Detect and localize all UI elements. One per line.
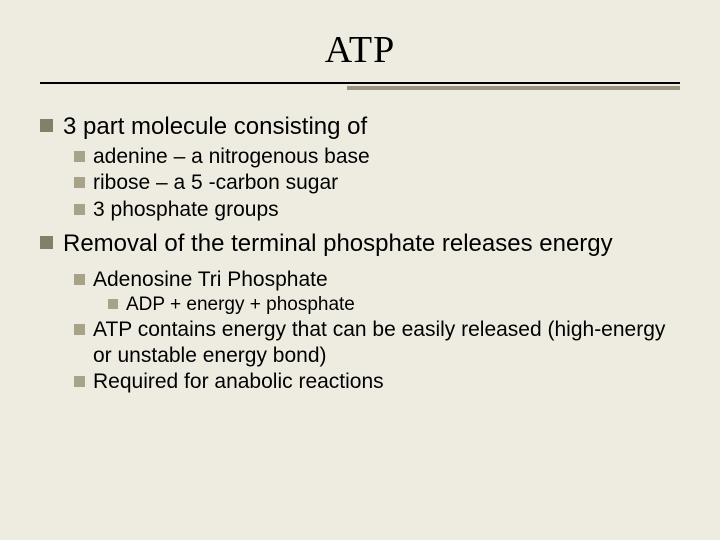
bullet-icon — [40, 119, 53, 132]
title-block: ATP — [40, 20, 680, 88]
slide-title: ATP — [40, 28, 680, 72]
list-item: ribose – a 5 -carbon sugar — [40, 170, 680, 196]
underline-primary — [40, 82, 680, 84]
list-item: 3 phosphate groups — [40, 197, 680, 223]
list-item: ADP + energy + phosphate — [40, 293, 680, 317]
title-underline — [40, 82, 680, 88]
list-item-text: 3 part molecule consisting of — [63, 112, 367, 142]
underline-secondary — [347, 86, 680, 90]
list-item-text: ATP contains energy that can be easily r… — [93, 317, 680, 370]
list-item-text: Removal of the terminal phosphate releas… — [63, 229, 613, 259]
list-item-text: ADP + energy + phosphate — [126, 293, 355, 317]
list-item-text: adenine – a nitrogenous base — [93, 144, 370, 170]
list-item: Adenosine Tri Phosphate — [40, 267, 680, 293]
bullet-icon — [108, 299, 118, 309]
bullet-icon — [74, 151, 85, 162]
list-item-text: ribose – a 5 -carbon sugar — [93, 170, 338, 196]
list-item-text: 3 phosphate groups — [93, 197, 279, 223]
list-item-text: Adenosine Tri Phosphate — [93, 267, 328, 293]
list-item: Required for anabolic reactions — [40, 369, 680, 395]
bullet-icon — [74, 376, 85, 387]
list-item-text: Required for anabolic reactions — [93, 369, 384, 395]
content-area: 3 part molecule consisting of adenine – … — [40, 112, 680, 396]
slide: ATP 3 part molecule consisting of adenin… — [0, 0, 720, 540]
list-item: Removal of the terminal phosphate releas… — [40, 229, 680, 259]
list-item: 3 part molecule consisting of — [40, 112, 680, 142]
bullet-icon — [40, 236, 53, 249]
bullet-icon — [74, 204, 85, 215]
bullet-icon — [74, 177, 85, 188]
list-item: ATP contains energy that can be easily r… — [40, 317, 680, 370]
bullet-icon — [74, 274, 85, 285]
list-item: adenine – a nitrogenous base — [40, 144, 680, 170]
bullet-icon — [74, 324, 85, 335]
